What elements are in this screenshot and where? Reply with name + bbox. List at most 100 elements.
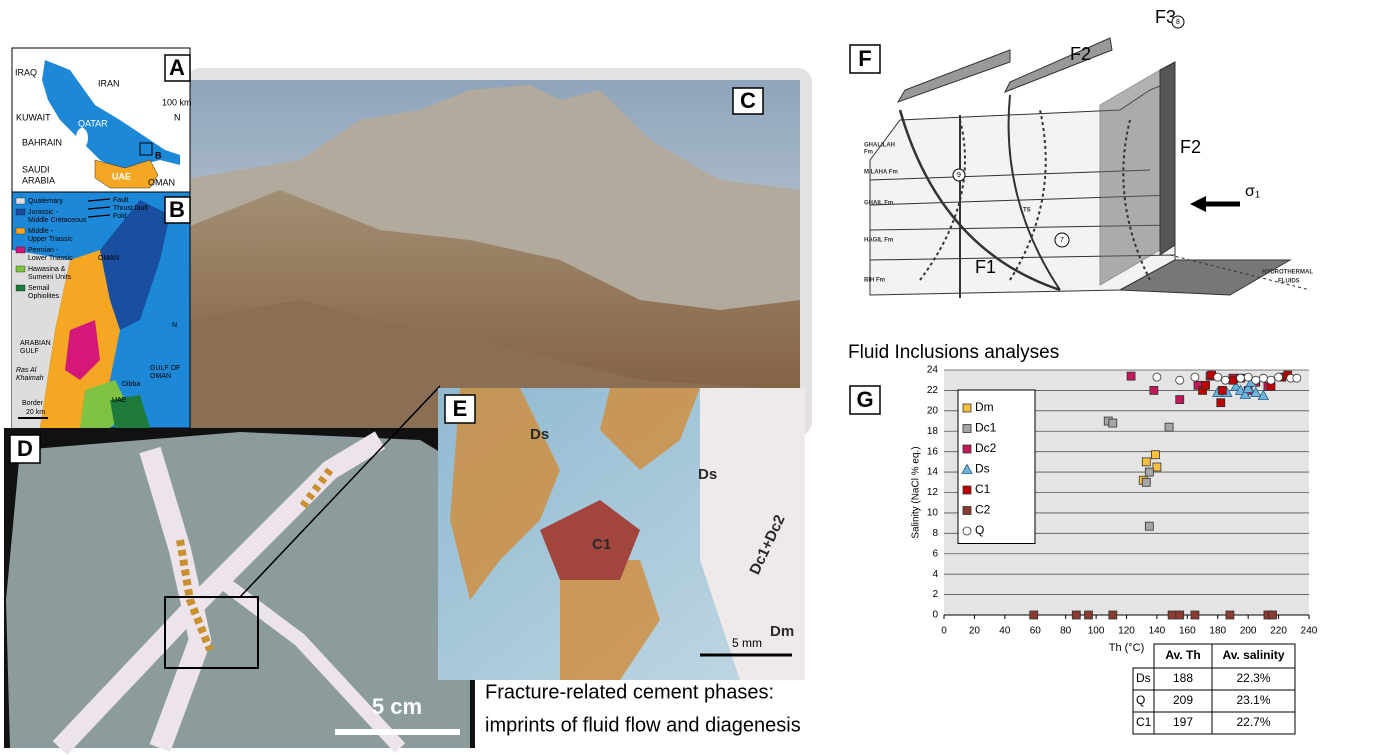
map-label: Ras Al — [16, 367, 37, 374]
table-row — [1133, 690, 1295, 712]
chart-title: Fluid Inclusions analyses — [848, 342, 1059, 363]
legend-marker — [963, 527, 971, 535]
legend-label: Middle Cretaceous — [28, 217, 87, 224]
y-tick-label: 10 — [927, 508, 939, 519]
map-label: OMAN — [150, 373, 171, 380]
legend-label: Hawasina & — [28, 266, 66, 273]
caption-line: Fracture-related cement phases: — [485, 681, 774, 703]
map-label: ARABIA — [22, 175, 55, 185]
map-label: KUWAIT — [16, 112, 51, 122]
point — [1145, 522, 1153, 530]
map-label: B — [155, 150, 162, 160]
legend-swatch — [16, 198, 25, 204]
point — [1191, 373, 1199, 381]
legend-label: C2 — [975, 503, 991, 517]
legend-label: C1 — [975, 482, 991, 496]
map-label: OMAN — [148, 177, 175, 187]
fluid-label: HYDROTHERMAL — [1262, 270, 1313, 276]
thin-section-e: Ds Ds C1 Dc1+Dc2 Dm 5 mm E — [438, 388, 805, 680]
formation-label: HAGIL Fm — [864, 238, 893, 244]
x-tick-label: 220 — [1270, 626, 1287, 637]
y-tick-label: 22 — [927, 385, 939, 396]
diagram-f: F — [850, 38, 1310, 298]
table-cell: 22.7% — [1236, 715, 1270, 729]
point — [1191, 611, 1199, 619]
y-tick-label: 16 — [927, 446, 939, 457]
map-label: IRAN — [98, 78, 120, 88]
point — [1226, 611, 1234, 619]
point — [1176, 376, 1184, 384]
table-cell: Q — [1136, 693, 1145, 707]
point — [1153, 463, 1161, 471]
point — [1168, 611, 1176, 619]
x-tick-label: 160 — [1179, 626, 1196, 637]
legend-label: Sumeini Units — [28, 274, 72, 281]
y-axis-label: Salinity (NaCl % eq.) — [911, 446, 922, 538]
figure: C A IRAQ IRAN KUWAIT QATAR BAHRAIN SAUDI… — [0, 0, 1377, 755]
scale-label: 5 cm — [372, 694, 422, 719]
point — [1084, 611, 1092, 619]
point — [1176, 611, 1184, 619]
point — [1151, 451, 1159, 459]
x-tick-label: 180 — [1209, 626, 1226, 637]
point — [1214, 373, 1222, 381]
point — [1072, 611, 1080, 619]
number-label: 9 — [957, 172, 961, 179]
panel-letter: E — [453, 396, 468, 421]
table-header: Av. Th — [1165, 648, 1200, 662]
table-cell: 188 — [1173, 671, 1193, 685]
legend-swatch — [16, 209, 25, 215]
table-cell: C1 — [1136, 715, 1152, 729]
table-cell: 209 — [1173, 693, 1193, 707]
point — [1150, 386, 1158, 394]
x-tick-label: 100 — [1088, 626, 1105, 637]
map-label: N — [172, 322, 177, 329]
point — [1145, 468, 1153, 476]
x-tick-label: 0 — [941, 626, 947, 637]
zone-label: TS — [1023, 208, 1031, 214]
point — [1109, 611, 1117, 619]
x-tick-label: 40 — [999, 626, 1011, 637]
point — [1293, 374, 1301, 382]
number-label: 7 — [1060, 237, 1064, 244]
point — [1153, 373, 1161, 381]
point — [1109, 419, 1117, 427]
map-a: A IRAQ IRAN KUWAIT QATAR BAHRAIN SAUDI A… — [12, 48, 192, 192]
legend-label: Dm — [975, 400, 994, 414]
point — [1229, 376, 1237, 384]
map-label: UAE — [112, 171, 131, 181]
legend-label: Ophiolites — [28, 293, 60, 300]
legend-label: Thrust fault — [113, 205, 148, 212]
formation-label: MILAHA Fm — [864, 170, 898, 176]
legend-box — [958, 390, 1035, 544]
point — [1221, 376, 1229, 384]
y-tick-label: 0 — [932, 610, 938, 621]
fault-label: F2 — [1070, 44, 1091, 64]
photo-c: C — [180, 68, 812, 436]
map-scale: 20 km — [26, 409, 45, 416]
legend-label: Dc2 — [975, 441, 997, 455]
phase-label: Ds — [698, 466, 717, 483]
scatter-chart: 0246810121416182022240204060801001201401… — [911, 365, 1318, 654]
point — [1259, 374, 1267, 382]
stress-label: σ₁ — [1245, 183, 1260, 200]
formation-label: GHAIL Fm — [864, 201, 893, 207]
legend-label: Quaternary — [28, 198, 64, 205]
legend-label: Semail — [28, 285, 50, 292]
point — [1142, 478, 1150, 486]
legend-marker — [963, 486, 971, 494]
y-tick-label: 24 — [927, 365, 939, 376]
x-tick-label: 120 — [1118, 626, 1135, 637]
legend-label: Permian - — [28, 247, 59, 254]
phase-label: Ds — [530, 426, 549, 443]
legend-label: Fault — [113, 197, 129, 204]
legend-marker — [963, 445, 971, 453]
y-tick-label: 2 — [932, 589, 938, 600]
table-header: Av. salinity — [1222, 648, 1284, 662]
point — [1237, 374, 1245, 382]
legend-marker — [963, 425, 971, 433]
y-tick-label: 20 — [927, 405, 939, 416]
point — [1244, 373, 1252, 381]
table-cell: 23.1% — [1236, 693, 1270, 707]
